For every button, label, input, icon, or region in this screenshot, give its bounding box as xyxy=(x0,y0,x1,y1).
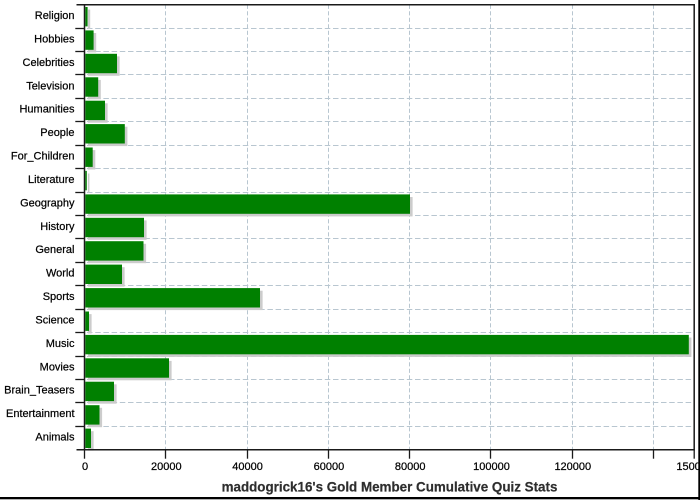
svg-text:0: 0 xyxy=(82,461,88,473)
svg-text:maddogrick16's Gold Member Cum: maddogrick16's Gold Member Cumulative Qu… xyxy=(222,480,558,495)
svg-text:Music: Music xyxy=(46,338,75,350)
svg-text:People: People xyxy=(40,127,74,139)
svg-text:For_Children: For_Children xyxy=(11,151,75,163)
svg-text:Animals: Animals xyxy=(35,432,75,444)
svg-text:General: General xyxy=(35,244,74,256)
svg-text:100000: 100000 xyxy=(473,461,510,473)
svg-text:Humanities: Humanities xyxy=(19,104,75,116)
svg-text:150000: 150000 xyxy=(676,461,700,473)
svg-text:120000: 120000 xyxy=(554,461,591,473)
svg-text:Science: Science xyxy=(35,315,74,327)
svg-text:Celebrities: Celebrities xyxy=(23,57,75,69)
svg-text:40000: 40000 xyxy=(232,461,263,473)
svg-text:60000: 60000 xyxy=(314,461,345,473)
svg-text:80000: 80000 xyxy=(395,461,426,473)
svg-text:Entertainment: Entertainment xyxy=(6,408,74,420)
svg-text:Geography: Geography xyxy=(20,197,75,209)
svg-text:World: World xyxy=(46,268,75,280)
svg-text:Television: Television xyxy=(26,80,74,92)
svg-text:Hobbies: Hobbies xyxy=(34,33,75,45)
svg-text:Literature: Literature xyxy=(28,174,74,186)
svg-text:Religion: Religion xyxy=(35,10,75,22)
svg-text:20000: 20000 xyxy=(151,461,182,473)
svg-text:Sports: Sports xyxy=(43,291,75,303)
svg-text:History: History xyxy=(40,221,75,233)
svg-text:Brain_Teasers: Brain_Teasers xyxy=(4,385,75,397)
svg-text:Movies: Movies xyxy=(40,361,75,373)
